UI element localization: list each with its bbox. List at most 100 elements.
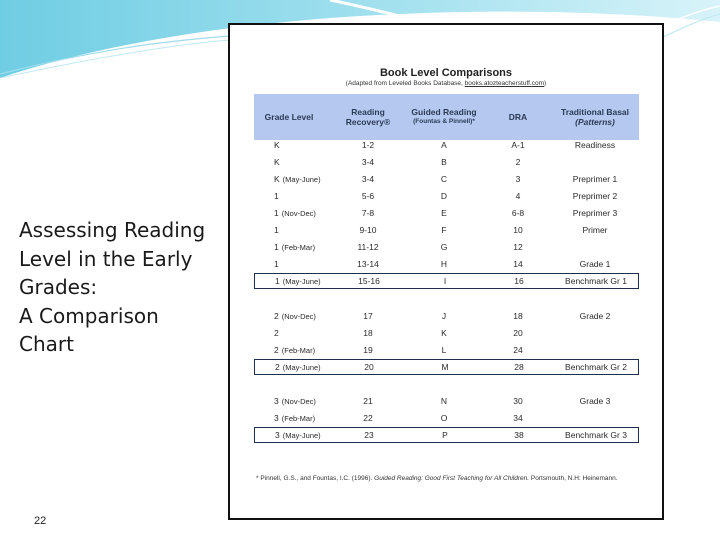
- cell-grade-period: (Feb-Mar): [281, 413, 316, 423]
- cell-grade-text: 1: [274, 225, 279, 235]
- cell-grade-period: (May-June): [282, 174, 321, 184]
- cell-gr-text: I: [443, 276, 447, 286]
- cell-dra-text: 38: [514, 430, 524, 440]
- cell-dra-text: 16: [514, 276, 524, 286]
- cell-gr-text: B: [441, 157, 447, 167]
- cell-basal: Grade 3: [552, 393, 638, 409]
- cell-gr: B: [408, 154, 480, 170]
- slide-title: Assessing Reading Level in the Early Gra…: [19, 216, 219, 359]
- cell-grade-text: 2: [275, 362, 280, 372]
- cell-gr: C: [408, 171, 480, 187]
- cell-grade-text: 1: [274, 259, 279, 269]
- table-row: K (May-June) 3-4 C 3 Preprimer 1: [254, 171, 639, 187]
- footnote: * Pinnell, G.S., and Fountas, I.C. (1996…: [256, 474, 626, 484]
- cell-dra-text: 4: [515, 191, 521, 201]
- cell-rr-text: 9-10: [359, 225, 377, 235]
- cell-basal: Preprimer 3: [552, 205, 638, 221]
- cell-dra: 6-8: [488, 205, 548, 221]
- cell-dra: 34: [488, 410, 548, 426]
- table-row: 3 (Nov-Dec) 21 N 30 Grade 3: [254, 393, 639, 409]
- cell-gr: E: [408, 205, 480, 221]
- cell-rr-text: 23: [364, 430, 374, 440]
- cell-dra: 4: [488, 188, 548, 204]
- header-traditional-basal-sub: (Patterns): [575, 117, 615, 127]
- table-row: 2 18 K 20: [254, 325, 639, 341]
- cell-grade-period: (Nov-Dec): [281, 396, 316, 406]
- cell-rr-text: 21: [363, 396, 373, 406]
- cell-grade-text: 1: [275, 276, 280, 286]
- cell-basal-text: Grade 1: [579, 259, 611, 269]
- cell-dra-text: 34: [513, 413, 523, 423]
- cell-rr: 22: [334, 410, 402, 426]
- cell-grade: 3 (May-June): [255, 428, 335, 442]
- cell-dra: 28: [489, 360, 549, 374]
- cell-basal: [552, 410, 638, 426]
- cell-dra: 24: [488, 342, 548, 358]
- cell-dra-text: 30: [513, 396, 523, 406]
- cell-rr: 20: [335, 360, 403, 374]
- cell-basal: [552, 325, 638, 341]
- cell-gr: D: [408, 188, 480, 204]
- table-row: K 3-4 B 2: [254, 154, 639, 170]
- document-title: Book Level Comparisons: [379, 67, 513, 79]
- cell-gr: L: [408, 342, 480, 358]
- cell-rr: 3-4: [334, 171, 402, 187]
- cell-basal: [552, 239, 638, 255]
- cell-dra: 14: [488, 256, 548, 272]
- cell-rr: 3-4: [334, 154, 402, 170]
- table-row: 1 (Feb-Mar) 11-12 G 12: [254, 239, 639, 255]
- cell-basal: Grade 2: [552, 308, 638, 324]
- cell-grade-text: K: [274, 157, 280, 167]
- cell-gr-text: D: [440, 191, 448, 201]
- cell-grade-text: 2: [274, 345, 279, 355]
- cell-rr-text: 17: [363, 311, 373, 321]
- cell-basal-text: Preprimer 3: [572, 208, 618, 218]
- cell-basal-text: Grade 3: [579, 396, 611, 406]
- header-grade-level: Grade Level: [254, 94, 324, 140]
- cell-dra-text: 28: [514, 362, 524, 372]
- cell-gr: N: [408, 393, 480, 409]
- cell-basal-text: Readiness: [574, 140, 616, 150]
- cell-grade-text: 1: [274, 208, 279, 218]
- source-link[interactable]: books.atozteacherstuff.com: [464, 80, 545, 87]
- cell-rr-text: 19: [363, 345, 373, 355]
- cell-grade: K: [254, 137, 334, 153]
- cell-dra-text: 12: [513, 242, 523, 252]
- cell-grade-text: 3: [274, 396, 279, 406]
- cell-gr: A: [408, 137, 480, 153]
- page-number: 22: [34, 515, 47, 527]
- header-guided-reading: Guided Reading (Fountas & Pinnell)*: [408, 94, 480, 140]
- cell-dra-text: 6-8: [511, 208, 525, 218]
- cell-basal: Benchmark Gr 2: [553, 360, 639, 374]
- cell-gr-text: H: [440, 259, 448, 269]
- cell-grade-text: 2: [274, 311, 279, 321]
- cell-rr: 18: [334, 325, 402, 341]
- header-traditional-basal-label: Traditional Basal: [560, 107, 630, 117]
- slide-title-line: Grades:: [19, 275, 98, 299]
- cell-basal: Primer: [552, 222, 638, 238]
- cell-basal-text: Preprimer 2: [572, 191, 618, 201]
- table-row: 1 (May-June) 15-16 I 16 Benchmark Gr 1: [254, 273, 639, 289]
- cell-gr: H: [408, 256, 480, 272]
- cell-rr-text: 13-14: [357, 259, 379, 269]
- comparison-document: Book Level Comparisons (Adapted from Lev…: [228, 23, 664, 520]
- cell-dra: 18: [488, 308, 548, 324]
- cell-rr: 19: [334, 342, 402, 358]
- cell-grade: 1 (Feb-Mar): [254, 239, 334, 255]
- cell-grade-period: (Feb-Mar): [281, 345, 316, 355]
- cell-dra: 12: [488, 239, 548, 255]
- cell-grade-text: 1: [274, 242, 279, 252]
- cell-grade-text: 3: [275, 430, 280, 440]
- cell-grade-text: 3: [274, 413, 279, 423]
- cell-dra: 38: [489, 428, 549, 442]
- cell-dra-text: 14: [513, 259, 523, 269]
- cell-gr: K: [408, 325, 480, 341]
- cell-rr-text: 1-2: [361, 140, 375, 150]
- table-row: 1 (Nov-Dec) 7-8 E 6-8 Preprimer 3: [254, 205, 639, 221]
- cell-grade-text: K: [274, 140, 280, 150]
- cell-grade-period: (Nov-Dec): [281, 208, 316, 218]
- cell-basal: Preprimer 2: [552, 188, 638, 204]
- cell-grade: 2: [254, 325, 334, 341]
- table-row: 1 9-10 F 10 Primer: [254, 222, 639, 238]
- cell-basal: Benchmark Gr 3: [553, 428, 639, 442]
